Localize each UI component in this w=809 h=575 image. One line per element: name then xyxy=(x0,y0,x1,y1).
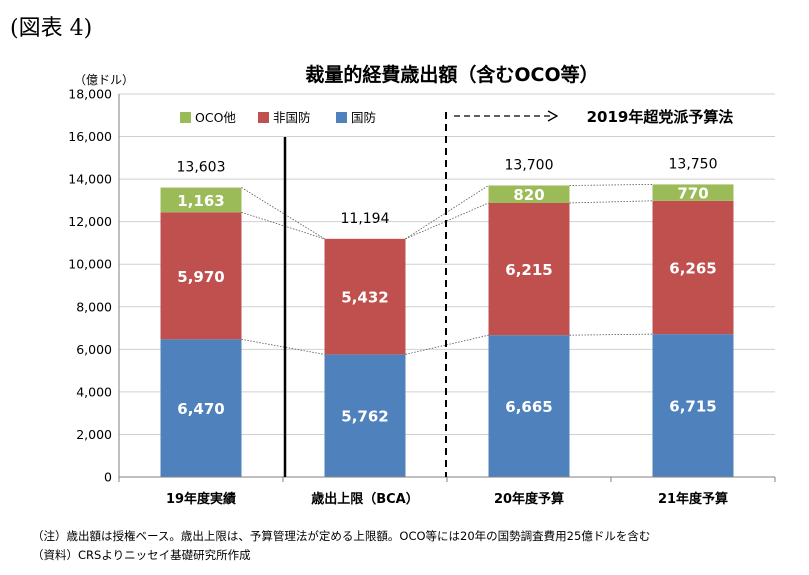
bar-国防-3 xyxy=(488,335,570,477)
x-category-label: 歳出上限（BCA） xyxy=(311,491,419,507)
legend-label: OCO他 xyxy=(195,110,236,125)
data-label: 6,470 xyxy=(177,400,224,418)
connector-line xyxy=(569,200,653,204)
y-tick-label: 4,000 xyxy=(76,384,112,399)
y-tick-label: 10,000 xyxy=(68,257,112,272)
footnote-source: （資料）CRSよりニッセイ基礎研究所作成 xyxy=(32,548,251,562)
y-tick-label: 18,000 xyxy=(68,87,112,102)
x-category-label: 20年度予算 xyxy=(494,491,564,507)
figure-label: (図表 4) xyxy=(10,16,93,41)
y-tick-label: 0 xyxy=(104,470,112,485)
data-label: 6,215 xyxy=(505,261,552,279)
chart-title: 裁量的経費歳出額（含むOCO等） xyxy=(305,63,598,86)
connector-line xyxy=(569,184,653,186)
connector-line xyxy=(241,338,325,355)
connector-line xyxy=(569,333,653,336)
bar-OCO他-3 xyxy=(488,185,570,203)
bar-OCO他-1 xyxy=(160,187,242,213)
x-category-label: 21年度予算 xyxy=(658,491,728,507)
bar-国防-4 xyxy=(652,334,734,477)
bar-非国防-4 xyxy=(652,200,734,335)
bar-非国防-1 xyxy=(160,212,242,340)
footnote-note: （注）歳出額は授権ベース。歳出上限は、予算管理法が定める上限額。OCO等には20… xyxy=(32,529,651,543)
bar-非国防-2 xyxy=(324,238,406,355)
data-label: 770 xyxy=(677,185,708,203)
bar-OCO他-4 xyxy=(652,184,734,201)
y-tick-label: 14,000 xyxy=(68,172,112,187)
bar-国防-2 xyxy=(324,354,406,477)
y-tick-label: 8,000 xyxy=(76,299,112,314)
connector-line xyxy=(241,211,325,240)
legend-swatch xyxy=(258,112,269,123)
y-tick-label: 12,000 xyxy=(68,214,112,229)
total-label: 13,603 xyxy=(177,160,226,176)
x-category-label: 19年度実績 xyxy=(166,491,236,507)
legend-swatch xyxy=(180,112,191,123)
legend-label: 国防 xyxy=(351,110,376,125)
total-label: 13,750 xyxy=(669,156,718,172)
data-label: 6,665 xyxy=(505,398,552,416)
total-label: 11,194 xyxy=(341,211,390,227)
y-tick-label: 16,000 xyxy=(68,129,112,144)
annotation-text: 2019年超党派予算法 xyxy=(587,108,734,126)
data-label: 5,432 xyxy=(341,289,388,307)
data-label: 1,163 xyxy=(177,192,224,210)
data-label: 5,762 xyxy=(341,408,388,426)
data-label: 5,970 xyxy=(177,268,224,286)
data-label: 6,265 xyxy=(669,259,716,277)
stacked-bar-chart: 裁量的経費歳出額（含むOCO等） （億ドル） 6,470 5,970 1,163 13… xyxy=(68,63,776,507)
bar-非国防-3 xyxy=(488,202,570,336)
y-tick-label: 6,000 xyxy=(76,342,112,357)
connector-line xyxy=(241,187,325,240)
legend-swatch xyxy=(336,112,347,123)
y-unit-label: （億ドル） xyxy=(74,73,134,87)
data-label: 820 xyxy=(513,186,544,204)
data-label: 6,715 xyxy=(669,398,716,416)
total-label: 13,700 xyxy=(505,157,554,173)
y-tick-label: 2,000 xyxy=(76,427,112,442)
annotation-arrow-head xyxy=(547,110,559,122)
bar-国防-1 xyxy=(160,339,242,477)
legend-label: 非国防 xyxy=(273,110,311,125)
